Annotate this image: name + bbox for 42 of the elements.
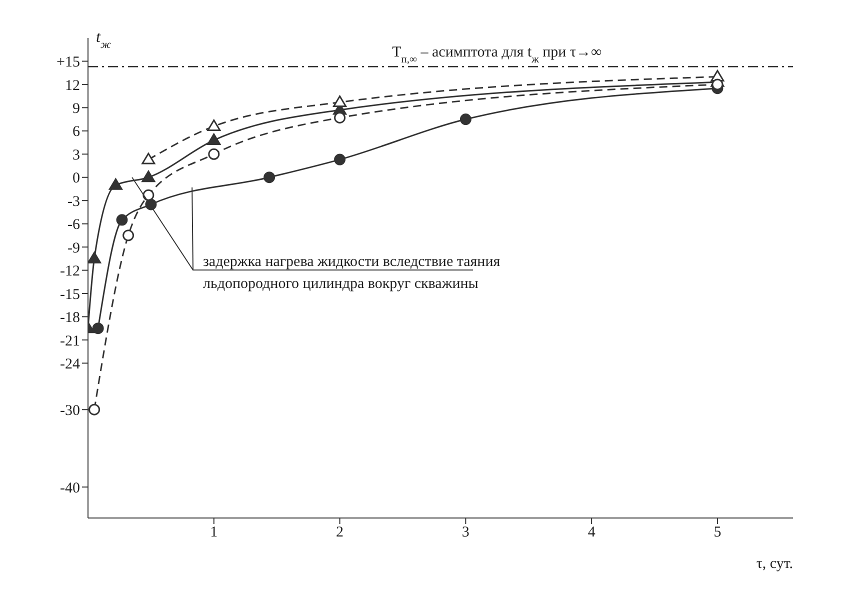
y-tick-label: -6 xyxy=(68,217,80,234)
y-tick-label: +15 xyxy=(56,54,80,71)
y-tick-label: 6 xyxy=(72,124,80,140)
y-tick-label: -18 xyxy=(60,310,80,326)
point xyxy=(712,78,724,90)
x-tick-label: 2 xyxy=(336,524,344,541)
point xyxy=(207,133,221,145)
x-axis-title: τ, сут. xyxy=(756,556,793,572)
y-tick-label: 12 xyxy=(65,78,80,94)
y-tick-label: -9 xyxy=(68,240,80,256)
point xyxy=(92,322,104,334)
point xyxy=(207,120,221,132)
ref-line-label: T$_{п,∞}$ – асимптота для t$_{ж}$ при τ→∞ xyxy=(392,44,602,66)
point xyxy=(88,404,100,416)
point xyxy=(264,172,276,184)
y-tick-label: -21 xyxy=(60,333,80,350)
point xyxy=(88,252,102,264)
x-tick-label: 3 xyxy=(462,524,470,541)
y-tick-label: -15 xyxy=(60,286,80,303)
y-tick-label: -40 xyxy=(60,480,80,496)
point xyxy=(460,114,472,126)
point xyxy=(142,189,154,201)
y-axis-title: t$_{ж}$ xyxy=(96,29,112,51)
x-tick-label: 1 xyxy=(210,524,218,541)
y-tick-label: 9 xyxy=(72,101,80,117)
point xyxy=(208,148,220,160)
y-tick-label: -3 xyxy=(68,194,80,210)
point xyxy=(108,178,122,190)
y-tick-label: -24 xyxy=(60,356,80,372)
point xyxy=(334,154,346,166)
point xyxy=(116,214,128,226)
annotation: задержка нагрева жидкости вследствие таяния льдопородного цилиндра вокруг скважины xyxy=(203,254,500,292)
y-tick-label: 3 xyxy=(72,147,80,164)
point xyxy=(142,170,156,182)
y-tick-label: 0 xyxy=(72,170,80,187)
x-tick-label: 4 xyxy=(588,524,596,541)
x-tick-label: 5 xyxy=(714,524,722,541)
y-tick-label: -12 xyxy=(60,264,80,280)
y-tick-label: -30 xyxy=(60,402,80,419)
point xyxy=(142,152,156,164)
point xyxy=(333,96,347,108)
point xyxy=(122,230,134,242)
